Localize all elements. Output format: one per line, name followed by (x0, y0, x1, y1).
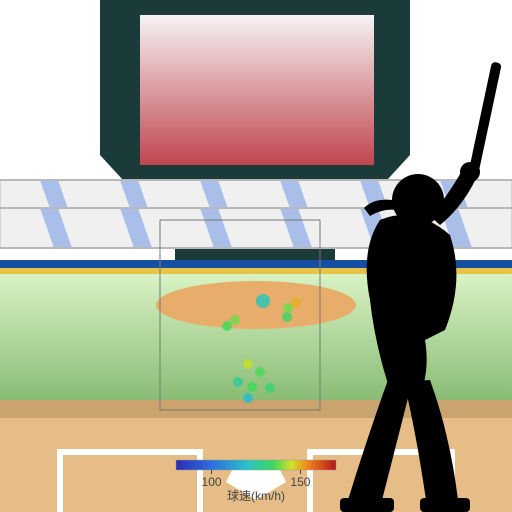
pitch-marker (247, 382, 257, 392)
pitch-location-chart: 100 150 球速(km/h) (0, 0, 512, 512)
legend-tick-label: 150 (290, 475, 310, 489)
pitch-marker (256, 294, 270, 308)
pitch-marker (282, 312, 292, 322)
legend-bar (176, 460, 336, 470)
pitch-marker (291, 298, 301, 308)
pitch-marker (243, 393, 253, 403)
pitch-marker (265, 383, 275, 393)
pitch-marker (233, 377, 243, 387)
pitch-marker (222, 321, 232, 331)
pitch-marker (255, 367, 265, 377)
chart-svg: 100 150 球速(km/h) (0, 0, 512, 512)
pitch-marker (230, 315, 240, 325)
legend-tick-label: 100 (202, 475, 222, 489)
pitch-marker (243, 359, 253, 369)
legend-title: 球速(km/h) (227, 489, 285, 503)
